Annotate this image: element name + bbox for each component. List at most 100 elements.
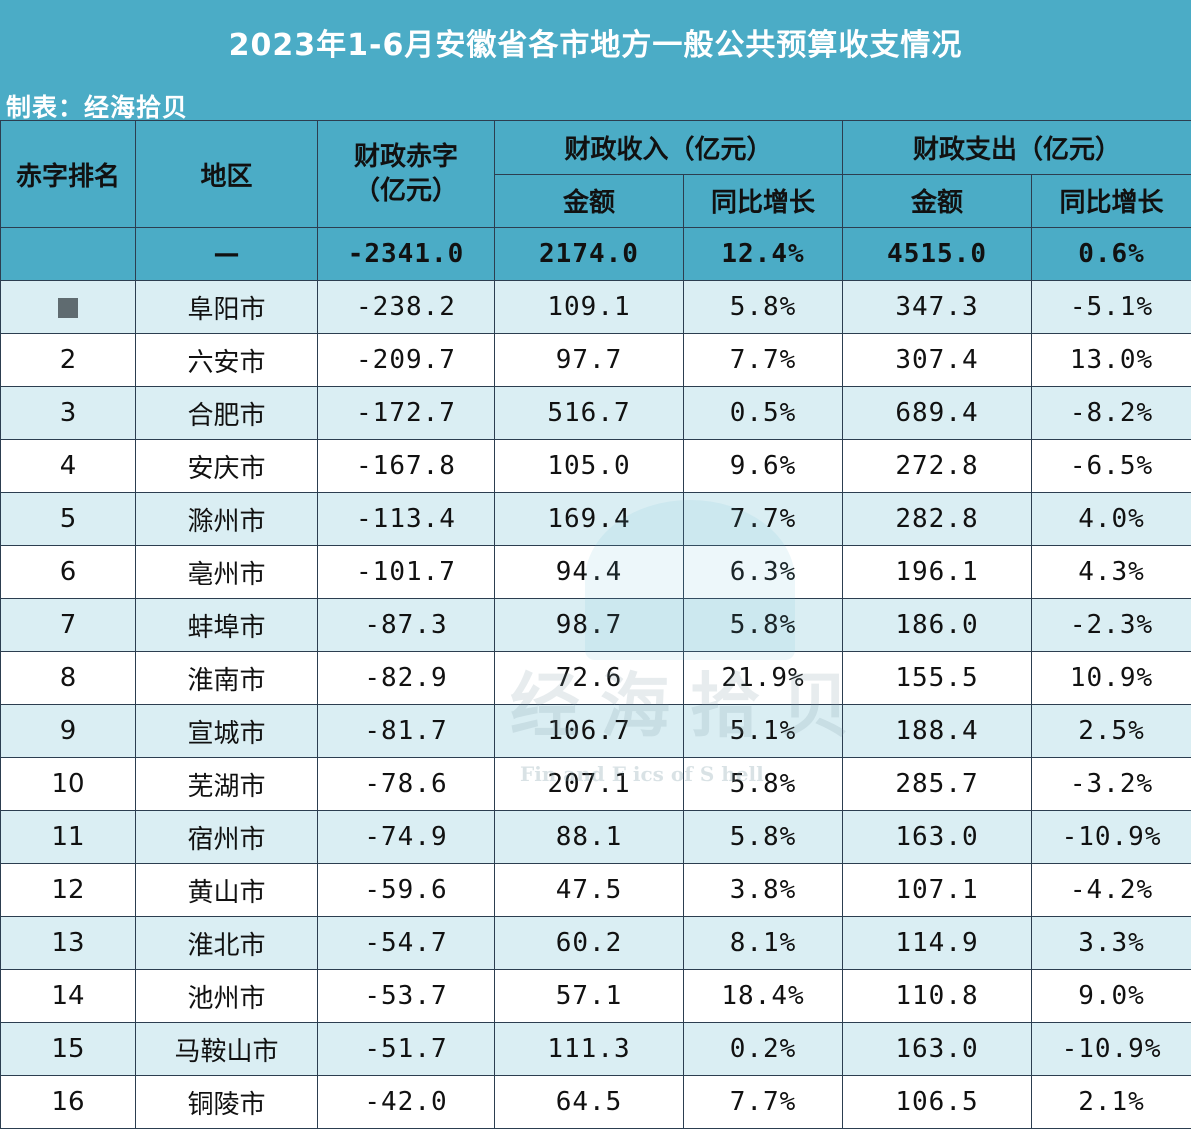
region-cell: 亳州市 xyxy=(135,545,318,599)
header-expenditure-yoy: 同比增长 xyxy=(1031,173,1191,228)
expenditure-yoy-cell: 4.0% xyxy=(1031,492,1191,546)
total-revenue: 2174.0 xyxy=(494,227,684,281)
revenue-yoy-cell: 5.8% xyxy=(682,280,844,334)
rank-cell: 7 xyxy=(0,598,136,652)
redacted-rank-mark xyxy=(58,297,78,318)
deficit-cell: -172.7 xyxy=(317,386,495,440)
expenditure-yoy-cell: 10.9% xyxy=(1031,651,1191,705)
expenditure-cell: 307.4 xyxy=(842,333,1033,387)
revenue-yoy-cell: 6.3% xyxy=(682,545,844,599)
deficit-cell: -113.4 xyxy=(317,492,495,546)
table-row: 8 淮南市 -82.9 72.6 21.9% 155.5 10.9% xyxy=(0,651,1191,705)
region-cell: 滁州市 xyxy=(135,492,318,546)
table-row: 6 亳州市 -101.7 94.4 6.3% 196.1 4.3% xyxy=(0,545,1191,599)
deficit-cell: -59.6 xyxy=(317,863,495,917)
revenue-cell: 109.1 xyxy=(494,280,684,334)
revenue-yoy-cell: 3.8% xyxy=(682,863,844,917)
expenditure-cell: 272.8 xyxy=(842,439,1033,493)
table-row: 15 马鞍山市 -51.7 111.3 0.2% 163.0 -10.9% xyxy=(0,1022,1191,1076)
expenditure-yoy-cell: -3.2% xyxy=(1031,757,1191,811)
revenue-cell: 169.4 xyxy=(494,492,684,546)
header-row-2: 金额 同比增长 金额 同比增长 xyxy=(1,173,1191,228)
rank-cell xyxy=(0,280,136,334)
header-revenue: 财政收入（亿元） xyxy=(493,120,844,175)
region-cell: 宿州市 xyxy=(135,810,318,864)
revenue-cell: 98.7 xyxy=(494,598,684,652)
table-row: 3 合肥市 -172.7 516.7 0.5% 689.4 -8.2% xyxy=(0,386,1191,440)
expenditure-yoy-cell: -6.5% xyxy=(1031,439,1191,493)
deficit-cell: -238.2 xyxy=(317,280,495,334)
table-row: 阜阳市 -238.2 109.1 5.8% 347.3 -5.1% xyxy=(0,280,1191,334)
expenditure-cell: 347.3 xyxy=(842,280,1033,334)
revenue-cell: 72.6 xyxy=(494,651,684,705)
region-cell: 阜阳市 xyxy=(135,280,318,334)
table-row: 5 滁州市 -113.4 169.4 7.7% 282.8 4.0% xyxy=(0,492,1191,546)
region-cell: 铜陵市 xyxy=(135,1075,318,1129)
revenue-yoy-cell: 5.1% xyxy=(682,704,844,758)
revenue-cell: 47.5 xyxy=(494,863,684,917)
expenditure-cell: 186.0 xyxy=(842,598,1033,652)
header-expenditure-amount: 金额 xyxy=(842,173,1033,228)
deficit-cell: -42.0 xyxy=(317,1075,495,1129)
total-revenue-yoy: 12.4% xyxy=(682,227,844,281)
revenue-yoy-cell: 0.2% xyxy=(682,1022,844,1076)
revenue-yoy-cell: 5.8% xyxy=(682,810,844,864)
deficit-cell: -81.7 xyxy=(317,704,495,758)
expenditure-cell: 107.1 xyxy=(842,863,1033,917)
expenditure-cell: 196.1 xyxy=(842,545,1033,599)
revenue-cell: 64.5 xyxy=(494,1075,684,1129)
expenditure-yoy-cell: 2.5% xyxy=(1031,704,1191,758)
expenditure-cell: 282.8 xyxy=(842,492,1033,546)
revenue-yoy-cell: 7.7% xyxy=(682,333,844,387)
page-title: 2023年1-6月安徽省各市地方一般公共预算收支情况 xyxy=(228,28,963,63)
table-row: 11 宿州市 -74.9 88.1 5.8% 163.0 -10.9% xyxy=(0,810,1191,864)
expenditure-cell: 163.0 xyxy=(842,810,1033,864)
expenditure-cell: 163.0 xyxy=(842,1022,1033,1076)
header-revenue-amount: 金额 xyxy=(494,173,684,228)
expenditure-cell: 285.7 xyxy=(842,757,1033,811)
deficit-cell: -54.7 xyxy=(317,916,495,970)
revenue-yoy-cell: 18.4% xyxy=(682,969,844,1023)
revenue-cell: 106.7 xyxy=(494,704,684,758)
expenditure-cell: 155.5 xyxy=(842,651,1033,705)
total-expenditure-yoy: 0.6% xyxy=(1031,227,1191,281)
total-expenditure: 4515.0 xyxy=(842,227,1033,281)
table-row: 4 安庆市 -167.8 105.0 9.6% 272.8 -6.5% xyxy=(0,439,1191,493)
expenditure-cell: 188.4 xyxy=(842,704,1033,758)
expenditure-yoy-cell: -2.3% xyxy=(1031,598,1191,652)
revenue-yoy-cell: 7.7% xyxy=(682,1075,844,1129)
region-cell: 马鞍山市 xyxy=(135,1022,318,1076)
rank-cell: 5 xyxy=(0,492,136,546)
table-maker-credit: 制表：经海拾贝 xyxy=(6,93,189,122)
revenue-cell: 111.3 xyxy=(494,1022,684,1076)
total-rank xyxy=(0,227,136,281)
deficit-cell: -209.7 xyxy=(317,333,495,387)
region-cell: 蚌埠市 xyxy=(135,598,318,652)
expenditure-yoy-cell: -5.1% xyxy=(1031,280,1191,334)
region-cell: 芜湖市 xyxy=(135,757,318,811)
header-deficit-line2: （亿元） xyxy=(353,176,458,206)
table-row: 14 池州市 -53.7 57.1 18.4% 110.8 9.0% xyxy=(0,969,1191,1023)
rank-cell: 12 xyxy=(0,863,136,917)
rank-cell: 16 xyxy=(0,1075,136,1129)
revenue-yoy-cell: 5.8% xyxy=(682,757,844,811)
header-deficit-line1: 财政赤字 xyxy=(353,142,458,172)
rank-cell: 10 xyxy=(0,757,136,811)
rank-cell: 11 xyxy=(0,810,136,864)
revenue-cell: 516.7 xyxy=(494,386,684,440)
total-row: — -2341.0 2174.0 12.4% 4515.0 0.6% xyxy=(0,227,1191,281)
rank-cell: 4 xyxy=(0,439,136,493)
deficit-cell: -82.9 xyxy=(317,651,495,705)
expenditure-yoy-cell: 13.0% xyxy=(1031,333,1191,387)
expenditure-cell: 689.4 xyxy=(842,386,1033,440)
header-rank: 赤字排名 xyxy=(0,120,136,228)
deficit-cell: -74.9 xyxy=(317,810,495,864)
total-deficit: -2341.0 xyxy=(317,227,495,281)
header-row-1: 赤字排名 地区 财政赤字 （亿元） 财政收入（亿元） 财政支出（亿元） xyxy=(0,120,1191,228)
deficit-cell: -53.7 xyxy=(317,969,495,1023)
header-expenditure: 财政支出（亿元） xyxy=(842,120,1191,175)
revenue-yoy-cell: 9.6% xyxy=(682,439,844,493)
expenditure-yoy-cell: -8.2% xyxy=(1031,386,1191,440)
table-row: 10 芜湖市 -78.6 207.1 5.8% 285.7 -3.2% xyxy=(0,757,1191,811)
revenue-yoy-cell: 7.7% xyxy=(682,492,844,546)
